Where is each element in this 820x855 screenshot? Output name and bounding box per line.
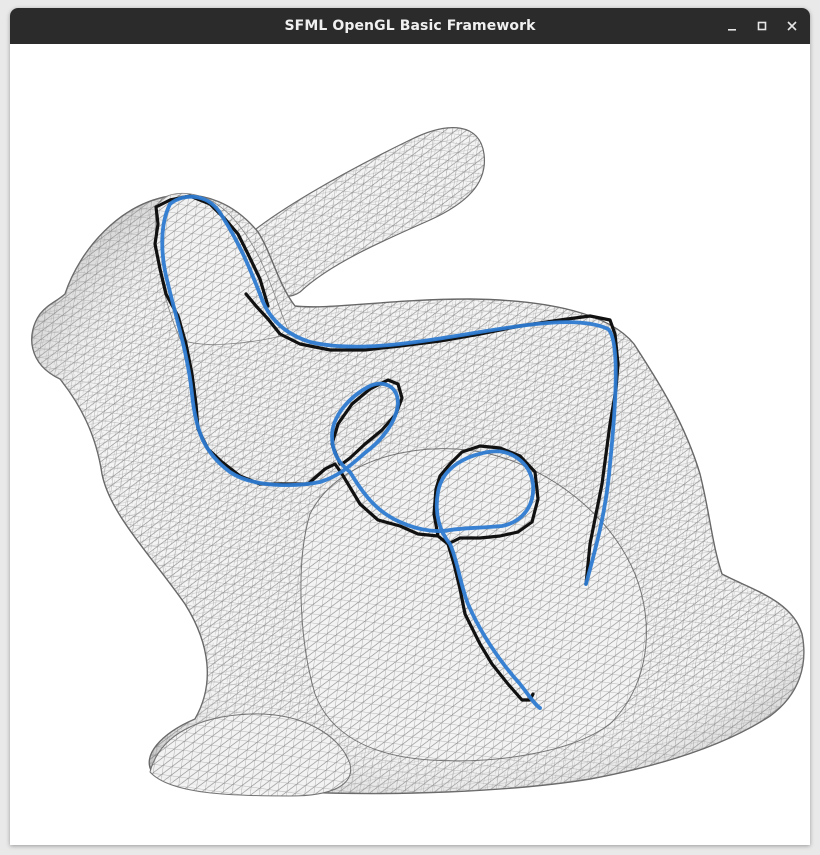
opengl-viewport[interactable] [10,44,810,845]
smoothed-curve [160,194,618,710]
close-button[interactable] [780,14,804,38]
reference-curve [153,194,620,702]
title-bar[interactable]: SFML OpenGL Basic Framework [10,8,810,44]
bunny-mesh [31,127,805,797]
app-window: SFML OpenGL Basic Framework [10,8,810,845]
minimize-button[interactable] [720,14,744,38]
bunny-hind-leg [300,448,647,762]
maximize-button[interactable] [750,14,774,38]
window-controls [720,14,804,38]
maximize-icon [757,21,767,31]
close-icon [787,21,797,31]
minimize-icon [728,29,736,31]
bunny-render [31,127,805,797]
window-title: SFML OpenGL Basic Framework [284,18,536,34]
bunny-front-paw [149,713,352,797]
